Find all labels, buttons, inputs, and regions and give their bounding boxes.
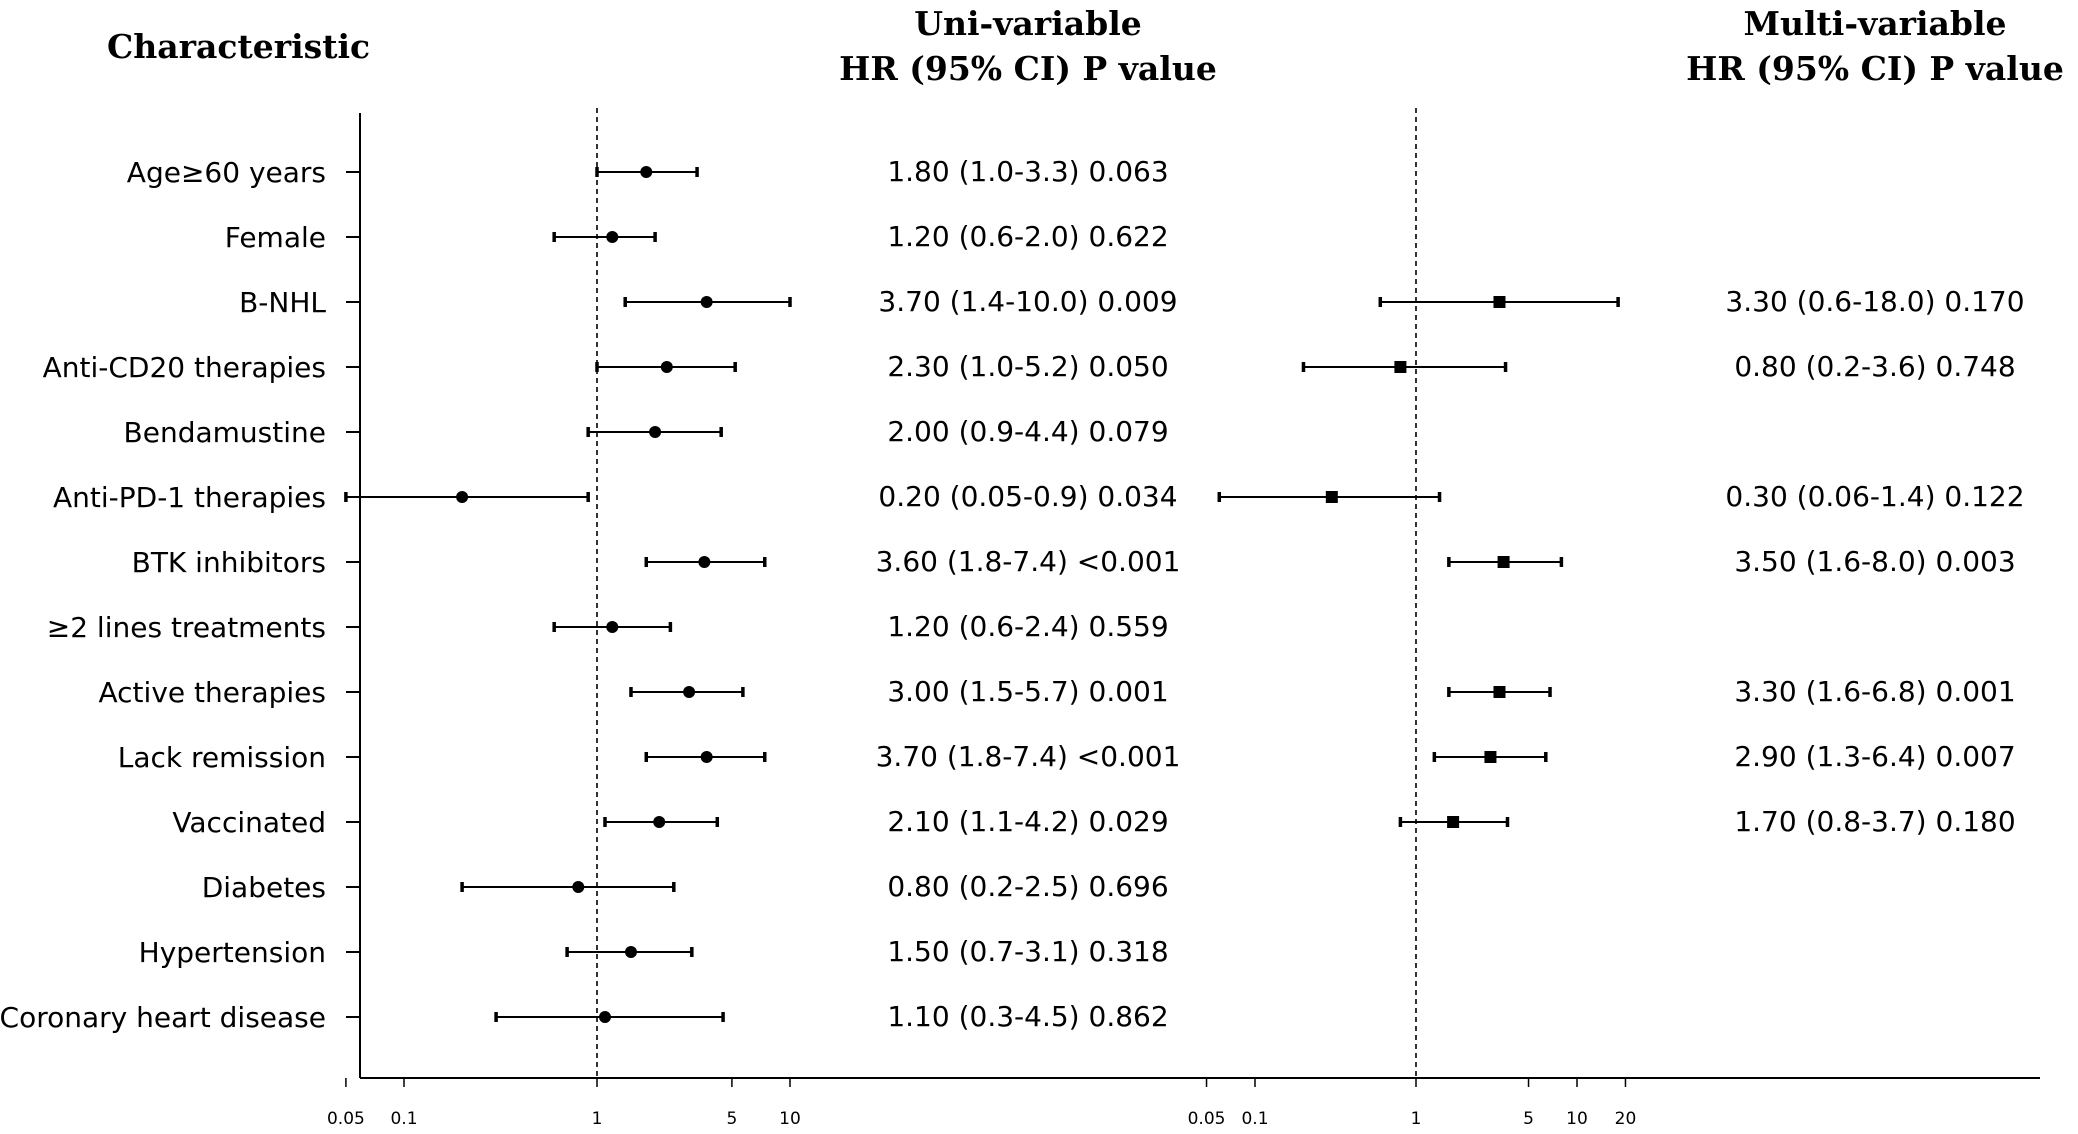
uni-hr-point xyxy=(660,361,673,373)
multi-hr-point xyxy=(1497,556,1510,568)
uni-hr-text: 3.70 (1.4-10.0) 0.009 xyxy=(878,285,1177,318)
uni-hr-point xyxy=(700,296,713,308)
multi-tick-label: 0.05 xyxy=(1188,1109,1226,1129)
forest-row: Coronary heart disease 1.10 (0.3-4.5) 0.8… xyxy=(0,1000,1169,1034)
multi-hr-text: 2.90 (1.3-6.4) 0.007 xyxy=(1734,740,2015,773)
uni-hr-text: 0.20 (0.05-0.9) 0.034 xyxy=(878,480,1177,513)
forest-row: BTK inhibitors 3.60 (1.8-7.4) <0.001 3.50 … xyxy=(132,545,2016,579)
forest-row: Age≥60 years 1.80 (1.0-3.3) 0.063 xyxy=(127,155,1169,189)
multi-tick-label: 20 xyxy=(1615,1109,1637,1129)
uni-hr-point xyxy=(624,946,637,958)
row-label: Age≥60 years xyxy=(127,156,326,189)
row-label: Coronary heart disease xyxy=(0,1001,326,1034)
multi-tick-label: 10 xyxy=(1566,1109,1588,1129)
multi-x-ticks: 0.05 0.1 1 5 10 20 xyxy=(1188,1078,1637,1129)
characteristic-header: Characteristic xyxy=(107,27,370,66)
multi-hr-point xyxy=(1493,296,1506,308)
row-label: Vaccinated xyxy=(172,806,326,839)
forest-row: Active therapies 3.00 (1.5-5.7) 0.001 3.30… xyxy=(99,675,2016,709)
row-label: Anti-CD20 therapies xyxy=(43,351,326,384)
row-label: Bendamustine xyxy=(124,416,326,449)
multi-tick-label: 1 xyxy=(1411,1109,1422,1129)
multi-hr-text: 3.30 (1.6-6.8) 0.001 xyxy=(1734,675,2015,708)
uni-tick-label: 1 xyxy=(592,1109,603,1129)
multi-hr-point xyxy=(1493,686,1506,698)
uni-hr-text: 1.20 (0.6-2.4) 0.559 xyxy=(887,610,1168,643)
row-label: Anti-PD-1 therapies xyxy=(53,481,326,514)
multi-hr-text: 0.30 (0.06-1.4) 0.122 xyxy=(1725,480,2024,513)
forest-row: Anti-PD-1 therapies 0.20 (0.05-0.9) 0.034… xyxy=(53,480,2025,514)
uni-hr-text: 2.30 (1.0-5.2) 0.050 xyxy=(887,350,1168,383)
uni-hr-point xyxy=(606,621,619,633)
uni-x-ticks: 0.05 0.1 1 5 10 xyxy=(327,1078,801,1129)
forest-row: ≥2 lines treatments 1.20 (0.6-2.4) 0.559 xyxy=(47,610,1169,644)
uni-hr-point xyxy=(649,426,662,438)
multi-hr-text: 1.70 (0.8-3.7) 0.180 xyxy=(1734,805,2015,838)
uni-hr-text: 2.00 (0.9-4.4) 0.079 xyxy=(887,415,1168,448)
multi-variable-title: Multi-variable xyxy=(1743,4,2006,43)
uni-hr-point xyxy=(598,1011,611,1023)
row-label: Diabetes xyxy=(202,871,326,904)
row-label: B-NHL xyxy=(239,286,326,319)
row-label: Active therapies xyxy=(99,676,327,709)
uni-variable-title: Uni-variable xyxy=(914,4,1141,43)
uni-tick-label: 5 xyxy=(726,1109,737,1129)
multi-hr-point xyxy=(1394,361,1407,373)
multi-tick-label: 5 xyxy=(1523,1109,1534,1129)
uni-hr-text: 1.20 (0.6-2.0) 0.622 xyxy=(887,220,1168,253)
uni-hr-text: 3.70 (1.8-7.4) <0.001 xyxy=(876,740,1181,773)
uni-hr-point xyxy=(683,686,696,698)
forest-row: Bendamustine 2.00 (0.9-4.4) 0.079 xyxy=(124,415,1169,449)
forest-row: Lack remission 3.70 (1.8-7.4) <0.001 2.90 … xyxy=(118,740,2016,774)
forest-row: Diabetes 0.80 (0.2-2.5) 0.696 xyxy=(202,870,1169,904)
forest-row: Female 1.20 (0.6-2.0) 0.622 xyxy=(225,220,1169,254)
forest-row: Vaccinated 2.10 (1.1-4.2) 0.029 1.70 (0.8-… xyxy=(172,805,2015,839)
uni-hr-point xyxy=(640,166,653,178)
multi-hr-point xyxy=(1484,751,1497,763)
uni-tick-label: 0.1 xyxy=(390,1109,417,1129)
multi-hr-text: 3.50 (1.6-8.0) 0.003 xyxy=(1734,545,2015,578)
multi-hr-text: 0.80 (0.2-3.6) 0.748 xyxy=(1734,350,2015,383)
forest-rows: Age≥60 years 1.80 (1.0-3.3) 0.063 Female 1.… xyxy=(0,155,2025,1034)
uni-hr-text: 3.60 (1.8-7.4) <0.001 xyxy=(876,545,1181,578)
uni-tick-label: 0.05 xyxy=(327,1109,365,1129)
uni-tick-label: 10 xyxy=(779,1109,801,1129)
uni-hr-point xyxy=(653,816,666,828)
multi-hr-text: 3.30 (0.6-18.0) 0.170 xyxy=(1725,285,2024,318)
uni-hr-text: 1.80 (1.0-3.3) 0.063 xyxy=(887,155,1168,188)
row-label: Hypertension xyxy=(139,936,326,969)
multi-hr-point xyxy=(1325,491,1338,503)
forest-row: B-NHL 3.70 (1.4-10.0) 0.009 3.30 (0.6-18.0… xyxy=(239,285,2024,319)
uni-hr-point xyxy=(698,556,711,568)
uni-hr-text: 1.10 (0.3-4.5) 0.862 xyxy=(887,1000,1168,1033)
multi-hr-point xyxy=(1447,816,1460,828)
row-label: ≥2 lines treatments xyxy=(47,611,326,644)
multi-variable-subtitle: HR (95% CI) P value xyxy=(1686,49,2064,88)
uni-variable-subtitle: HR (95% CI) P value xyxy=(839,49,1217,88)
forest-row: Hypertension 1.50 (0.7-3.1) 0.318 xyxy=(139,935,1169,969)
uni-hr-text: 1.50 (0.7-3.1) 0.318 xyxy=(887,935,1168,968)
uni-hr-text: 0.80 (0.2-2.5) 0.696 xyxy=(887,870,1168,903)
forest-row: Anti-CD20 therapies 2.30 (1.0-5.2) 0.050 0… xyxy=(43,350,2016,384)
uni-hr-point xyxy=(700,751,713,763)
row-label: Lack remission xyxy=(118,741,326,774)
uni-hr-point xyxy=(572,881,585,893)
uni-hr-point xyxy=(456,491,469,503)
row-label: BTK inhibitors xyxy=(132,546,326,579)
uni-hr-point xyxy=(606,231,619,243)
row-label: Female xyxy=(225,221,326,254)
uni-hr-text: 2.10 (1.1-4.2) 0.029 xyxy=(887,805,1168,838)
multi-tick-label: 0.1 xyxy=(1241,1109,1268,1129)
uni-hr-text: 3.00 (1.5-5.7) 0.001 xyxy=(887,675,1168,708)
